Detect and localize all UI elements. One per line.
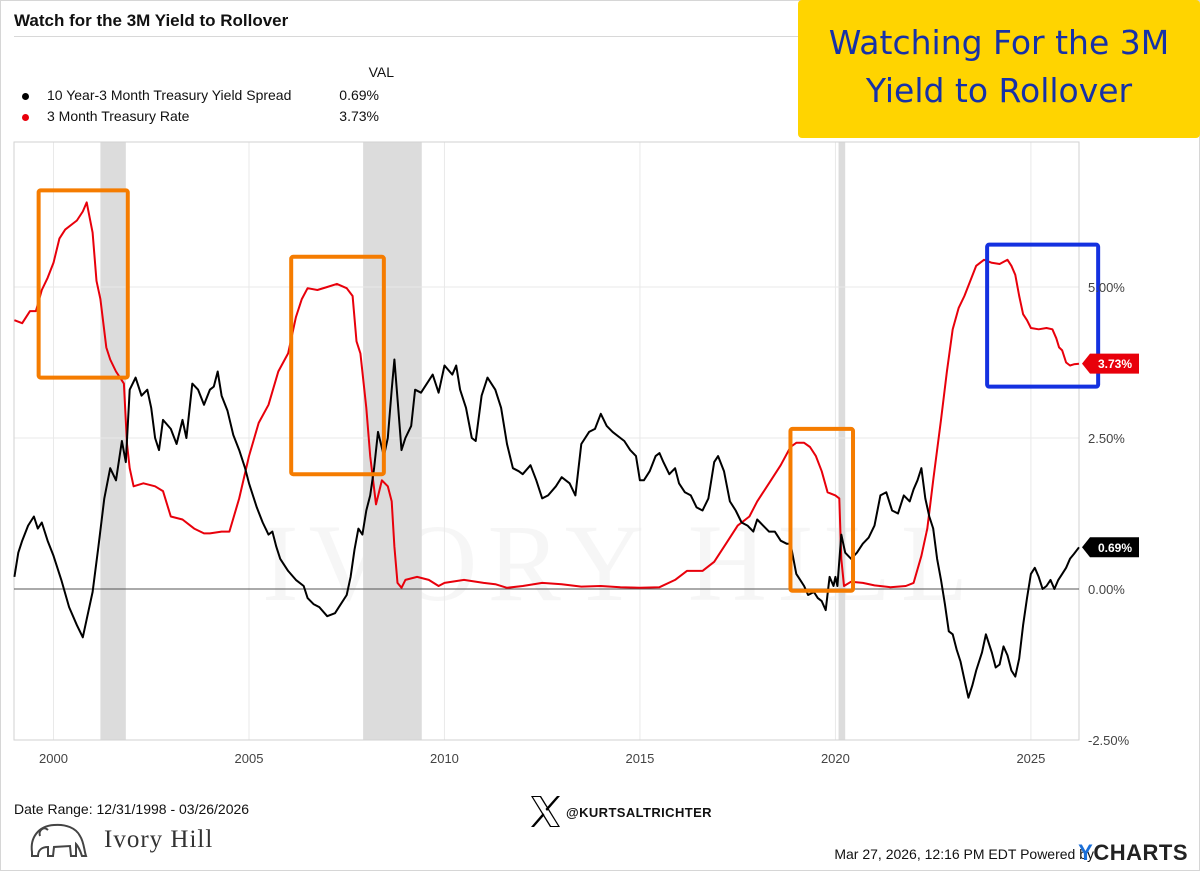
legend-item-3m-rate[interactable]: 3 Month Treasury Rate 3.73% [22, 108, 382, 128]
elephant-icon [30, 823, 88, 857]
x-tick-label: 2000 [39, 751, 68, 766]
legend-item-spread[interactable]: 10 Year-3 Month Treasury Yield Spread 0.… [22, 87, 382, 107]
ivory-hill-logo: Ivory Hill [26, 816, 256, 864]
y-tick-label: -2.50% [1088, 733, 1130, 748]
ycharts-logo: YCHARTS [1078, 840, 1188, 866]
y-tick-label: 2.50% [1088, 431, 1125, 446]
recession-band [363, 142, 422, 740]
legend-value-header: VAL [368, 64, 394, 80]
logo-text: Ivory Hill [104, 826, 214, 853]
end-label-tag [1082, 353, 1139, 374]
x-tick-label: 2005 [235, 751, 264, 766]
x-tick-label: 2025 [1016, 751, 1045, 766]
highlight-box [36, 188, 130, 380]
highlight-box [289, 254, 386, 477]
highlight-box [985, 242, 1101, 389]
timestamp-label: Mar 27, 2026, 12:16 PM EDT Powered by [834, 846, 1094, 862]
y-tick-label: 5.00% [1088, 280, 1125, 295]
legend-value-spread: 0.69% [339, 87, 379, 103]
y-tick-label: 0.00% [1088, 582, 1125, 597]
legend-dot-spread [22, 93, 29, 100]
end-value-label: 0.69% [1082, 537, 1139, 558]
legend-label-3m-rate: 3 Month Treasury Rate [47, 108, 190, 124]
callout-banner: Watching For the 3M Yield to Rollover [798, 0, 1200, 138]
callout-line-2: Yield to Rollover [865, 71, 1133, 110]
callout-line-1: Watching For the 3M [828, 23, 1170, 62]
plot-area-border [13, 141, 1080, 741]
end-label-tag [1082, 537, 1139, 558]
series-line-spread [13, 358, 1080, 699]
ycharts-logo-text: CHARTS [1093, 840, 1188, 865]
end-value-label: 3.73% [1082, 353, 1139, 374]
chart-title: Watch for the 3M Yield to Rollover [14, 11, 289, 30]
highlight-box [788, 426, 856, 593]
x-logo-icon [531, 796, 560, 827]
legend-value-3m-rate: 3.73% [339, 108, 379, 124]
x-tick-label: 2020 [821, 751, 850, 766]
x-tick-label: 2015 [625, 751, 654, 766]
ycharts-logo-y: Y [1078, 840, 1094, 865]
end-label-text: 3.73% [1098, 357, 1132, 371]
handle-text: @KURTSALTRICHTER [566, 805, 712, 820]
title-divider [14, 36, 1184, 37]
end-label-text: 0.69% [1098, 541, 1132, 555]
recession-band [838, 142, 846, 740]
x-tick-label: 2010 [430, 751, 459, 766]
legend-dot-3m-rate [22, 114, 29, 121]
series-line-3m-rate [14, 201, 1080, 589]
date-range-label: Date Range: 12/31/1998 - 03/26/2026 [14, 801, 250, 817]
legend-label-spread: 10 Year-3 Month Treasury Yield Spread [47, 87, 292, 103]
